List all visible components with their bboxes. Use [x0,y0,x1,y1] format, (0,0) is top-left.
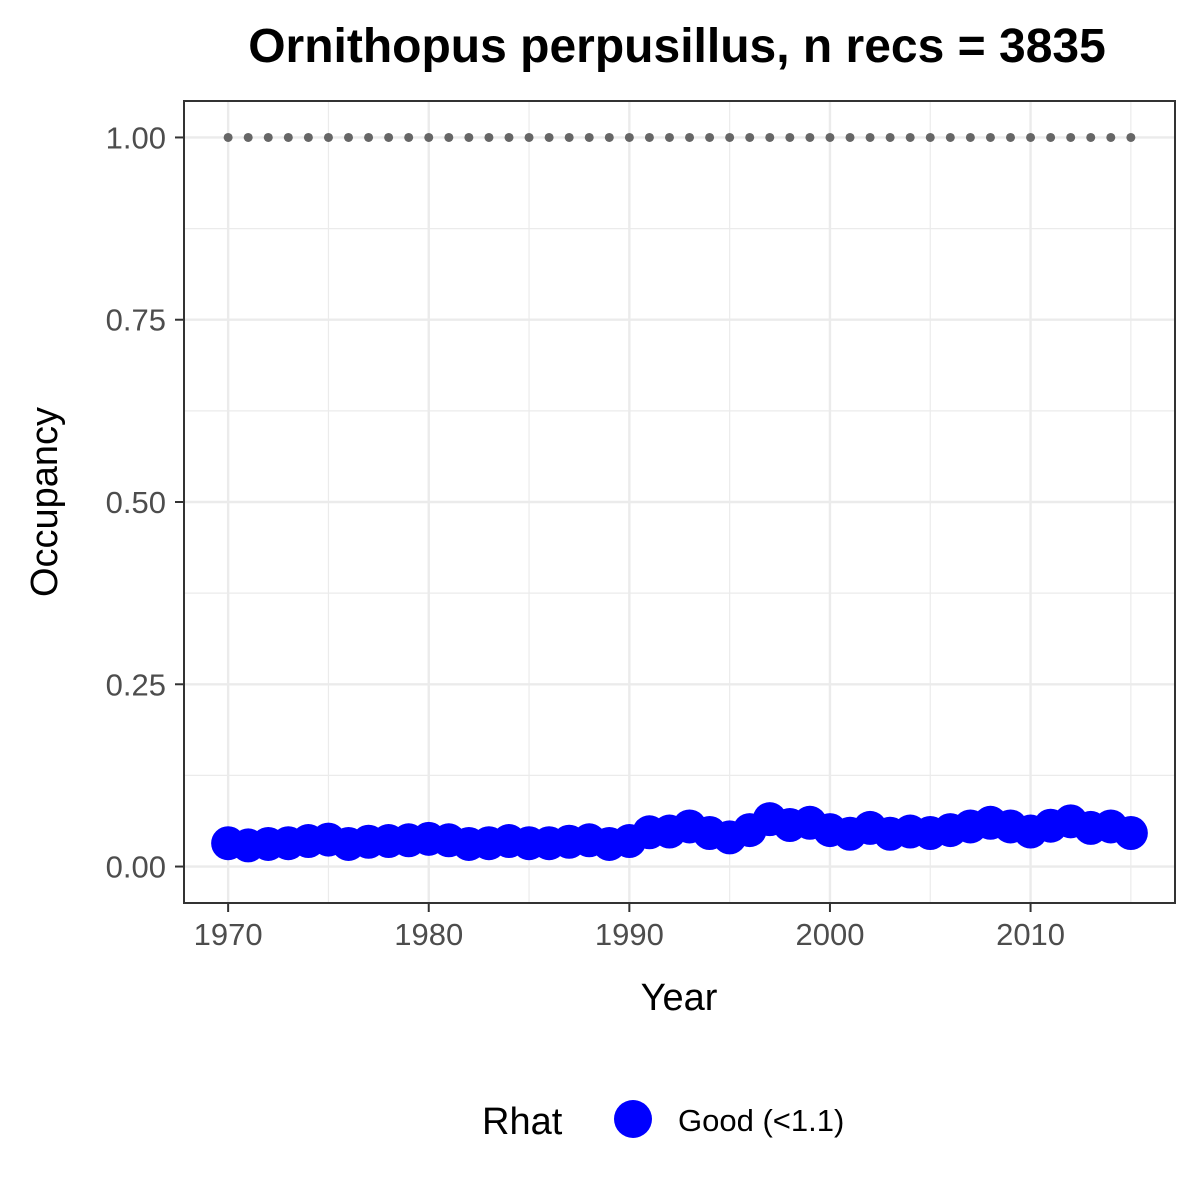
legend-title: Rhat [482,1101,563,1143]
reference-point [825,132,835,142]
reference-point [263,132,273,142]
reference-point [323,132,333,142]
reference-point [725,132,735,142]
reference-point [604,132,614,142]
y-tick-label: 1.00 [106,120,166,155]
reference-point [544,132,554,142]
reference-point [424,132,434,142]
y-tick-label: 0.25 [106,667,166,702]
reference-point [765,132,775,142]
reference-point [885,132,895,142]
reference-point [223,132,233,142]
reference-point [404,132,414,142]
reference-point [384,132,394,142]
legend-key [614,1100,652,1138]
reference-point [745,132,755,142]
x-axis-label: Year [641,977,718,1019]
y-tick-label: 0.00 [106,850,166,885]
y-tick-label: 0.75 [106,303,166,338]
reference-point [364,132,374,142]
chart-title: Ornithopus perpusillus, n recs = 3835 [248,20,1106,73]
reference-point [925,132,935,142]
reference-point [865,132,875,142]
reference-point [1046,132,1056,142]
y-axis-label: Occupancy [24,407,66,597]
reference-point [243,132,253,142]
reference-point [845,132,855,142]
reference-point [644,132,654,142]
reference-point [945,132,955,142]
reference-point [564,132,574,142]
reference-series [223,132,1136,142]
x-tick-label: 2000 [795,917,864,952]
reference-point [965,132,975,142]
reference-point [705,132,715,142]
reference-point [484,132,494,142]
reference-point [303,132,313,142]
x-tick-label: 1980 [394,917,463,952]
reference-point [785,132,795,142]
legend: Rhat Good (<1.1) [482,1100,844,1143]
reference-point [584,132,594,142]
occupancy-series [211,802,1148,863]
reference-point [1066,132,1076,142]
reference-point [524,132,534,142]
reference-point [805,132,815,142]
y-tick-label: 0.50 [106,485,166,520]
reference-point [1106,132,1116,142]
reference-point [283,132,293,142]
x-tick-label: 2010 [996,917,1065,952]
reference-point [464,132,474,142]
y-axis: 0.00 0.25 0.50 0.75 1.00 [106,120,184,885]
occupancy-point [1113,816,1148,851]
reference-point [624,132,634,142]
reference-point [504,132,514,142]
reference-point [685,132,695,142]
reference-point [664,132,674,142]
x-tick-label: 1970 [194,917,263,952]
legend-entry-label: Good (<1.1) [678,1103,844,1138]
x-tick-label: 1990 [595,917,664,952]
x-axis: 1970 1980 1990 2000 2010 [194,903,1065,952]
reference-point [905,132,915,142]
reference-point [1026,132,1036,142]
reference-point [1086,132,1096,142]
reference-point [444,132,454,142]
reference-point [1126,132,1136,142]
reference-point [985,132,995,142]
reference-point [1006,132,1016,142]
reference-point [343,132,353,142]
